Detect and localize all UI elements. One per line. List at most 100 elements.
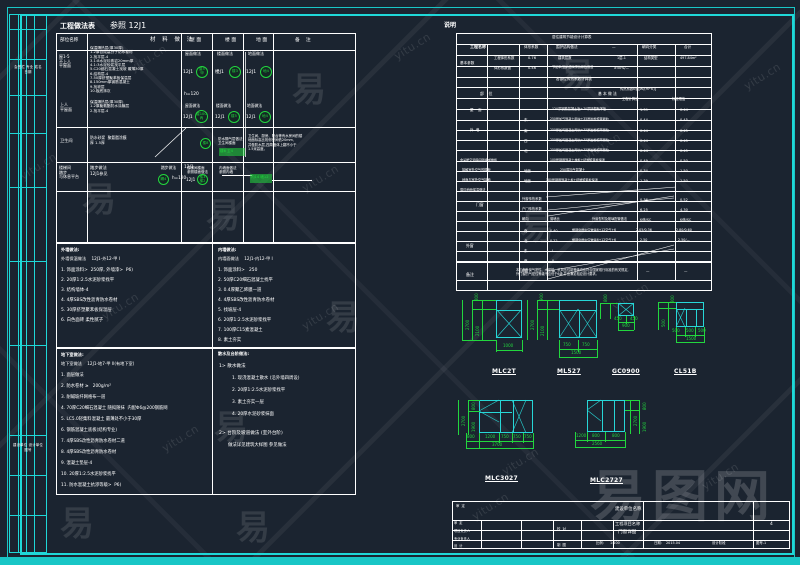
notes-basement-item: 6. 钢筋混凝土底板(结构专业): [61, 428, 118, 433]
detail-bubble-stairfloor[interactable]: 楼3 梯2: [197, 174, 208, 185]
dim-text: 1900: [471, 421, 476, 432]
dim-text: 1500: [686, 336, 697, 341]
dim-line: [578, 340, 579, 352]
energy-row-c3: 250厚加气混凝土砌块+35厚胶粉聚苯颗粒: [550, 138, 609, 142]
detail-bubble-bath-2[interactable]: 楼6 卫4: [220, 149, 233, 153]
energy-row-v1: 1.39: [640, 108, 648, 112]
methods-floor-code: 楼J1: [215, 70, 224, 75]
empty-rows-slash: [547, 244, 675, 280]
window-elevation-6: [587, 400, 625, 432]
detail-bubble-innerwall[interactable]: 内14 墙12: [251, 175, 269, 179]
energy-row-v2: 4.30: [680, 208, 688, 212]
door-swing-2: [558, 308, 598, 339]
dim-line: [625, 432, 626, 448]
energy-row-c1: 屋 面: [470, 108, 482, 112]
energy-row-v1: 0.36: [640, 198, 648, 202]
window-label-1: MLC2T: [492, 368, 516, 375]
notes-interior-item: 5. 找坡层-4: [218, 308, 242, 313]
title-left-field: 项目负责人: [454, 529, 470, 533]
title-left-field: 专业负责人: [454, 537, 470, 541]
methods-ground-label: 地面做法: [248, 51, 264, 56]
dim-line: [537, 300, 538, 340]
energy-row-v2: 0.52: [680, 198, 688, 202]
notes-interior-title: 内墙做法:: [218, 247, 237, 252]
dim-text: 750: [513, 434, 521, 439]
window-elevation-5: [479, 400, 533, 433]
dim-line: [547, 300, 548, 340]
methods-bath-label: 防水隔气层做法 卫生间楼面: [218, 137, 243, 146]
detail-bubble-stair[interactable]: 踢4: [158, 174, 169, 185]
notes-exterior-subtitle: 外墙保温做法 12J1-外12-甲 I: [61, 256, 120, 261]
methods-floor-code: 12J1: [215, 115, 225, 120]
notes-interior-item: 2. 50厚C20细石混凝土找平: [218, 278, 273, 283]
dim-text: 2560: [592, 441, 603, 446]
window-label-3: GC0900: [612, 368, 640, 375]
dim-line: [466, 448, 533, 449]
sheet-label: 图号-1: [756, 541, 767, 545]
energy-cell: 建筑层数: [558, 56, 572, 60]
detail-bubble-roof[interactable]: 屋5 甲: [196, 66, 208, 78]
dim-text: 750: [501, 434, 509, 439]
detail-bubble-ground[interactable]: 地4: [259, 111, 271, 123]
energy-row-c1: 周边地面保温做法: [460, 188, 486, 192]
methods-row-part: 楼梯间 踏步 与休息平台: [59, 165, 79, 180]
notes-interior-item: 7. 100厚C15素混凝土: [218, 328, 263, 333]
notes-basement-item: 4. 70厚C20细石混凝土 随捣随抹 内配Φ6@200钢筋网: [61, 406, 168, 411]
window-glazing-3: [617, 302, 635, 317]
energy-row-v1: 2.05/0.36: [636, 228, 652, 232]
energy-row-c1: 接触室外空气的楼板: [462, 168, 491, 172]
methods-roof-code: 12J1: [183, 70, 194, 75]
energy-row-c2: 外窗传热系数: [522, 197, 542, 201]
dim-text: 1900: [642, 421, 647, 432]
notes-basement-item: 11. 防水混凝土抗渗等级> P6): [61, 483, 122, 488]
methods-col-part: 部位名称: [60, 38, 79, 43]
notes-exterior-title: 外墙做法:: [61, 247, 80, 252]
energy-cell: 工程体形系数: [494, 56, 515, 60]
energy-row-c3: 180厚钢筋混凝土板+挤塑聚苯板保温: [546, 178, 598, 182]
leader-line: [272, 180, 312, 181]
detail-bubble-floor[interactable]: 楼3: [229, 66, 241, 78]
methods-table-heading: 工程做法表: [60, 22, 95, 30]
detail-bubble-roof[interactable]: 屋10C 丙: [195, 110, 208, 123]
dim-text: 800: [642, 402, 647, 410]
dim-line: [676, 342, 704, 343]
sheet-frame-inner: [20, 14, 794, 555]
notes-exterior-item: 4. 4厚SBS改性沥青防水卷材: [61, 298, 118, 303]
energy-row-c3b: 塑钢窗框中空玻璃6+12空气+6: [572, 238, 616, 242]
notes-basement-item: 7. 4厚SBS改性沥青防水卷材二道: [61, 439, 125, 444]
energy-row-c3: 250厚加气混凝土: [560, 168, 586, 172]
notes-apron-item: 2. 20厚1:2.5水泥砂浆找平: [232, 388, 286, 393]
dim-text: 1200: [576, 433, 587, 438]
dim-line: [462, 340, 496, 341]
energy-table: [456, 33, 712, 281]
dim-line: [575, 440, 625, 441]
methods-row-material: 防水砂浆 聚氨酯涂膜 厚 1.5厚: [90, 135, 127, 145]
margin-stamp-bottom-text: 建设单位 设计单位 图号: [12, 443, 43, 452]
notes-interior-item: 8. 素土夯实: [218, 338, 242, 343]
energy-head-cell: 工程名称: [470, 44, 486, 49]
energy-row-v1: 1.39: [640, 179, 648, 183]
notes-basement-item: 10. 20厚1:2.5水泥砂浆找平: [61, 472, 116, 477]
energy-row-c2: 地面: [524, 179, 531, 183]
scale-label: 比例:: [596, 541, 604, 545]
energy-row-c3: 0.22: [550, 239, 558, 243]
energy-row-c1: 地面与室外空气接触: [462, 178, 491, 182]
title-drawing-label: 门窗详图: [618, 530, 637, 535]
dim-text: 900: [539, 293, 544, 301]
right-panel-heading: 说明: [444, 22, 457, 29]
detail-bubble-ground[interactable]: 地4: [260, 66, 272, 78]
energy-row-c2: 东: [524, 249, 528, 253]
dim-line: [575, 447, 625, 448]
dim-text: 900: [622, 323, 630, 328]
notes-apron-group2-title: 2> 台阶及坡道做法 (室外台阶): [219, 431, 283, 436]
dim-line: [523, 433, 524, 443]
title-left-field: 审 定: [454, 521, 463, 525]
margin-stamp-top-text: 会签栏 专业 姓名 日期: [14, 65, 42, 74]
dim-text: 2700: [461, 415, 466, 426]
detail-bubble-bath[interactable]: 楼8: [200, 138, 211, 149]
dim-line: [472, 309, 496, 310]
energy-row-v1: 0.44: [640, 149, 648, 153]
stage-label: 设计阶段: [712, 541, 726, 545]
detail-bubble-floor[interactable]: 楼5: [228, 111, 240, 123]
